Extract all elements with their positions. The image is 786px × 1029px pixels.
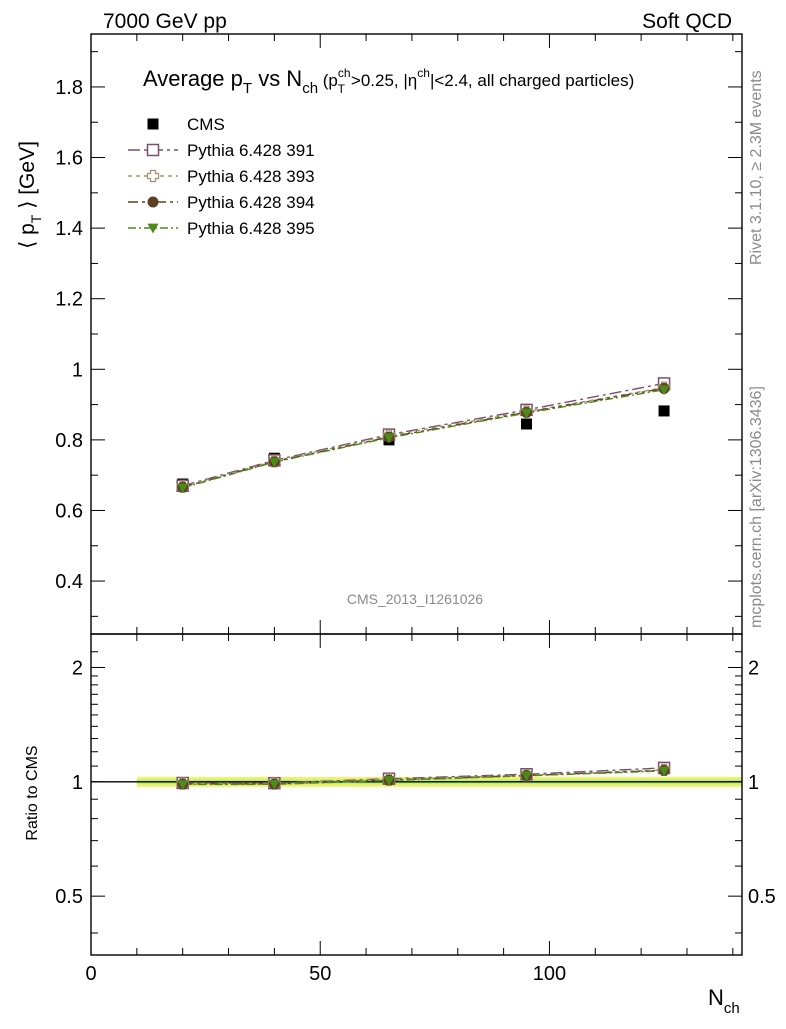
main-y-axis-label: ⟨ pT ⟩ [GeV]: [16, 141, 44, 249]
series-line-p394: [182, 387, 665, 488]
ratio-y-axis-label: Ratio to CMS: [24, 745, 41, 840]
legend-entry-cms: CMS: [147, 115, 225, 134]
legend-marker-p395: [147, 223, 159, 234]
legend-label-cms: CMS: [187, 115, 225, 134]
header-category: Soft QCD: [642, 10, 732, 33]
markers-p395: [177, 385, 670, 494]
ratio-point-p395-3: [521, 771, 533, 782]
ratio-plot-layer: [91, 761, 742, 790]
analysis-tag: CMS_2013_I1261026: [347, 591, 483, 607]
main-y-tick-label: 0.6: [55, 500, 83, 522]
main-plot-title: Average pT vs Nch (pch T >0.25, |ηch|<2.4,…: [143, 66, 634, 97]
legend-label-p394: Pythia 6.428 394: [187, 193, 315, 212]
data-point-p395-0: [177, 483, 189, 494]
ratio-line-p394: [182, 769, 665, 785]
main-y-tick-label: 0.4: [55, 571, 83, 593]
legend-marker-p394: [147, 196, 159, 208]
legend-marker-cms: [147, 118, 159, 130]
ratio-markers-p395: [177, 766, 670, 790]
rivet-version-label: Rivet 3.1.10, ≥ 2.3M events: [748, 70, 765, 265]
main-y-tick-label: 1.6: [55, 148, 83, 170]
main-y-tick-label: 1.2: [55, 289, 83, 311]
series-line-p391: [182, 382, 665, 487]
ratio-line-p395: [182, 770, 665, 786]
markers-cms: [177, 405, 670, 490]
data-point-cms-4: [658, 405, 670, 417]
header-energy: 7000 GeV pp: [103, 10, 227, 33]
ratio-point-p395-2: [383, 776, 395, 787]
main-y-tick-label: 1.8: [55, 77, 83, 99]
series-p394: [182, 387, 665, 488]
mcplots-reference-label: mcplots.cern.ch [arXiv:1306.3436]: [748, 386, 765, 628]
ratio-point-p395-1: [268, 779, 280, 790]
legend-marker-p393: [146, 169, 160, 183]
main-y-tick-label: 1.4: [55, 218, 83, 240]
x-axis-label: Nch: [708, 985, 740, 1017]
legend-label-p395: Pythia 6.428 395: [187, 219, 315, 238]
series-line-p395: [182, 389, 665, 489]
legend-label-p393: Pythia 6.428 393: [187, 167, 315, 186]
series-p391: [182, 382, 665, 487]
markers-p391: [176, 377, 671, 493]
ratio-y-tick-label-left: 0.5: [55, 886, 83, 908]
markers-p394: [177, 382, 670, 493]
data-point-cms-3: [521, 418, 533, 430]
legend-entry-p393: Pythia 6.428 393: [128, 167, 315, 186]
x-tick-label: 100: [533, 963, 566, 985]
data-point-p395-1: [268, 457, 280, 468]
main-y-tick-label: 1: [72, 359, 83, 381]
ratio-y-tick-label-right: 2: [748, 657, 759, 679]
ratio-y-tick-label-left: 1: [72, 772, 83, 794]
legend-entry-p394: Pythia 6.428 394: [128, 193, 315, 212]
main-plot-layer: [176, 377, 671, 494]
data-point-p395-4: [658, 385, 670, 396]
ratio-y-tick-label-right: 0.5: [748, 886, 776, 908]
data-point-p395-3: [521, 408, 533, 419]
data-point-p395-2: [383, 433, 395, 444]
ratio-y-tick-label-left: 2: [72, 657, 83, 679]
ratio-plot-frame: [90, 633, 743, 956]
ratio-point-p395-0: [177, 780, 189, 790]
main-y-tick-label: 0.8: [55, 430, 83, 452]
legend-entry-p395: Pythia 6.428 395: [128, 219, 315, 238]
legend: CMS Pythia 6.428 391 Pythia 6.428 393 Pythi…: [128, 115, 315, 238]
legend-entry-p391: Pythia 6.428 391: [128, 141, 315, 160]
x-tick-label: 0: [85, 963, 96, 985]
ratio-y-tick-label-right: 1: [748, 772, 759, 794]
legend-label-p391: Pythia 6.428 391: [187, 141, 315, 160]
axes-layer: 0.4 0.6 0.8 1 1.2 1.4 1.6 1.8 0 50 100 0.5 0.5 1 1 2 2: [55, 33, 776, 985]
ratio-point-p395-4: [658, 766, 670, 777]
series-p395: [182, 389, 665, 489]
markers-p393: [176, 381, 671, 493]
x-tick-label: 50: [309, 963, 331, 985]
legend-marker-p391: [146, 143, 160, 157]
